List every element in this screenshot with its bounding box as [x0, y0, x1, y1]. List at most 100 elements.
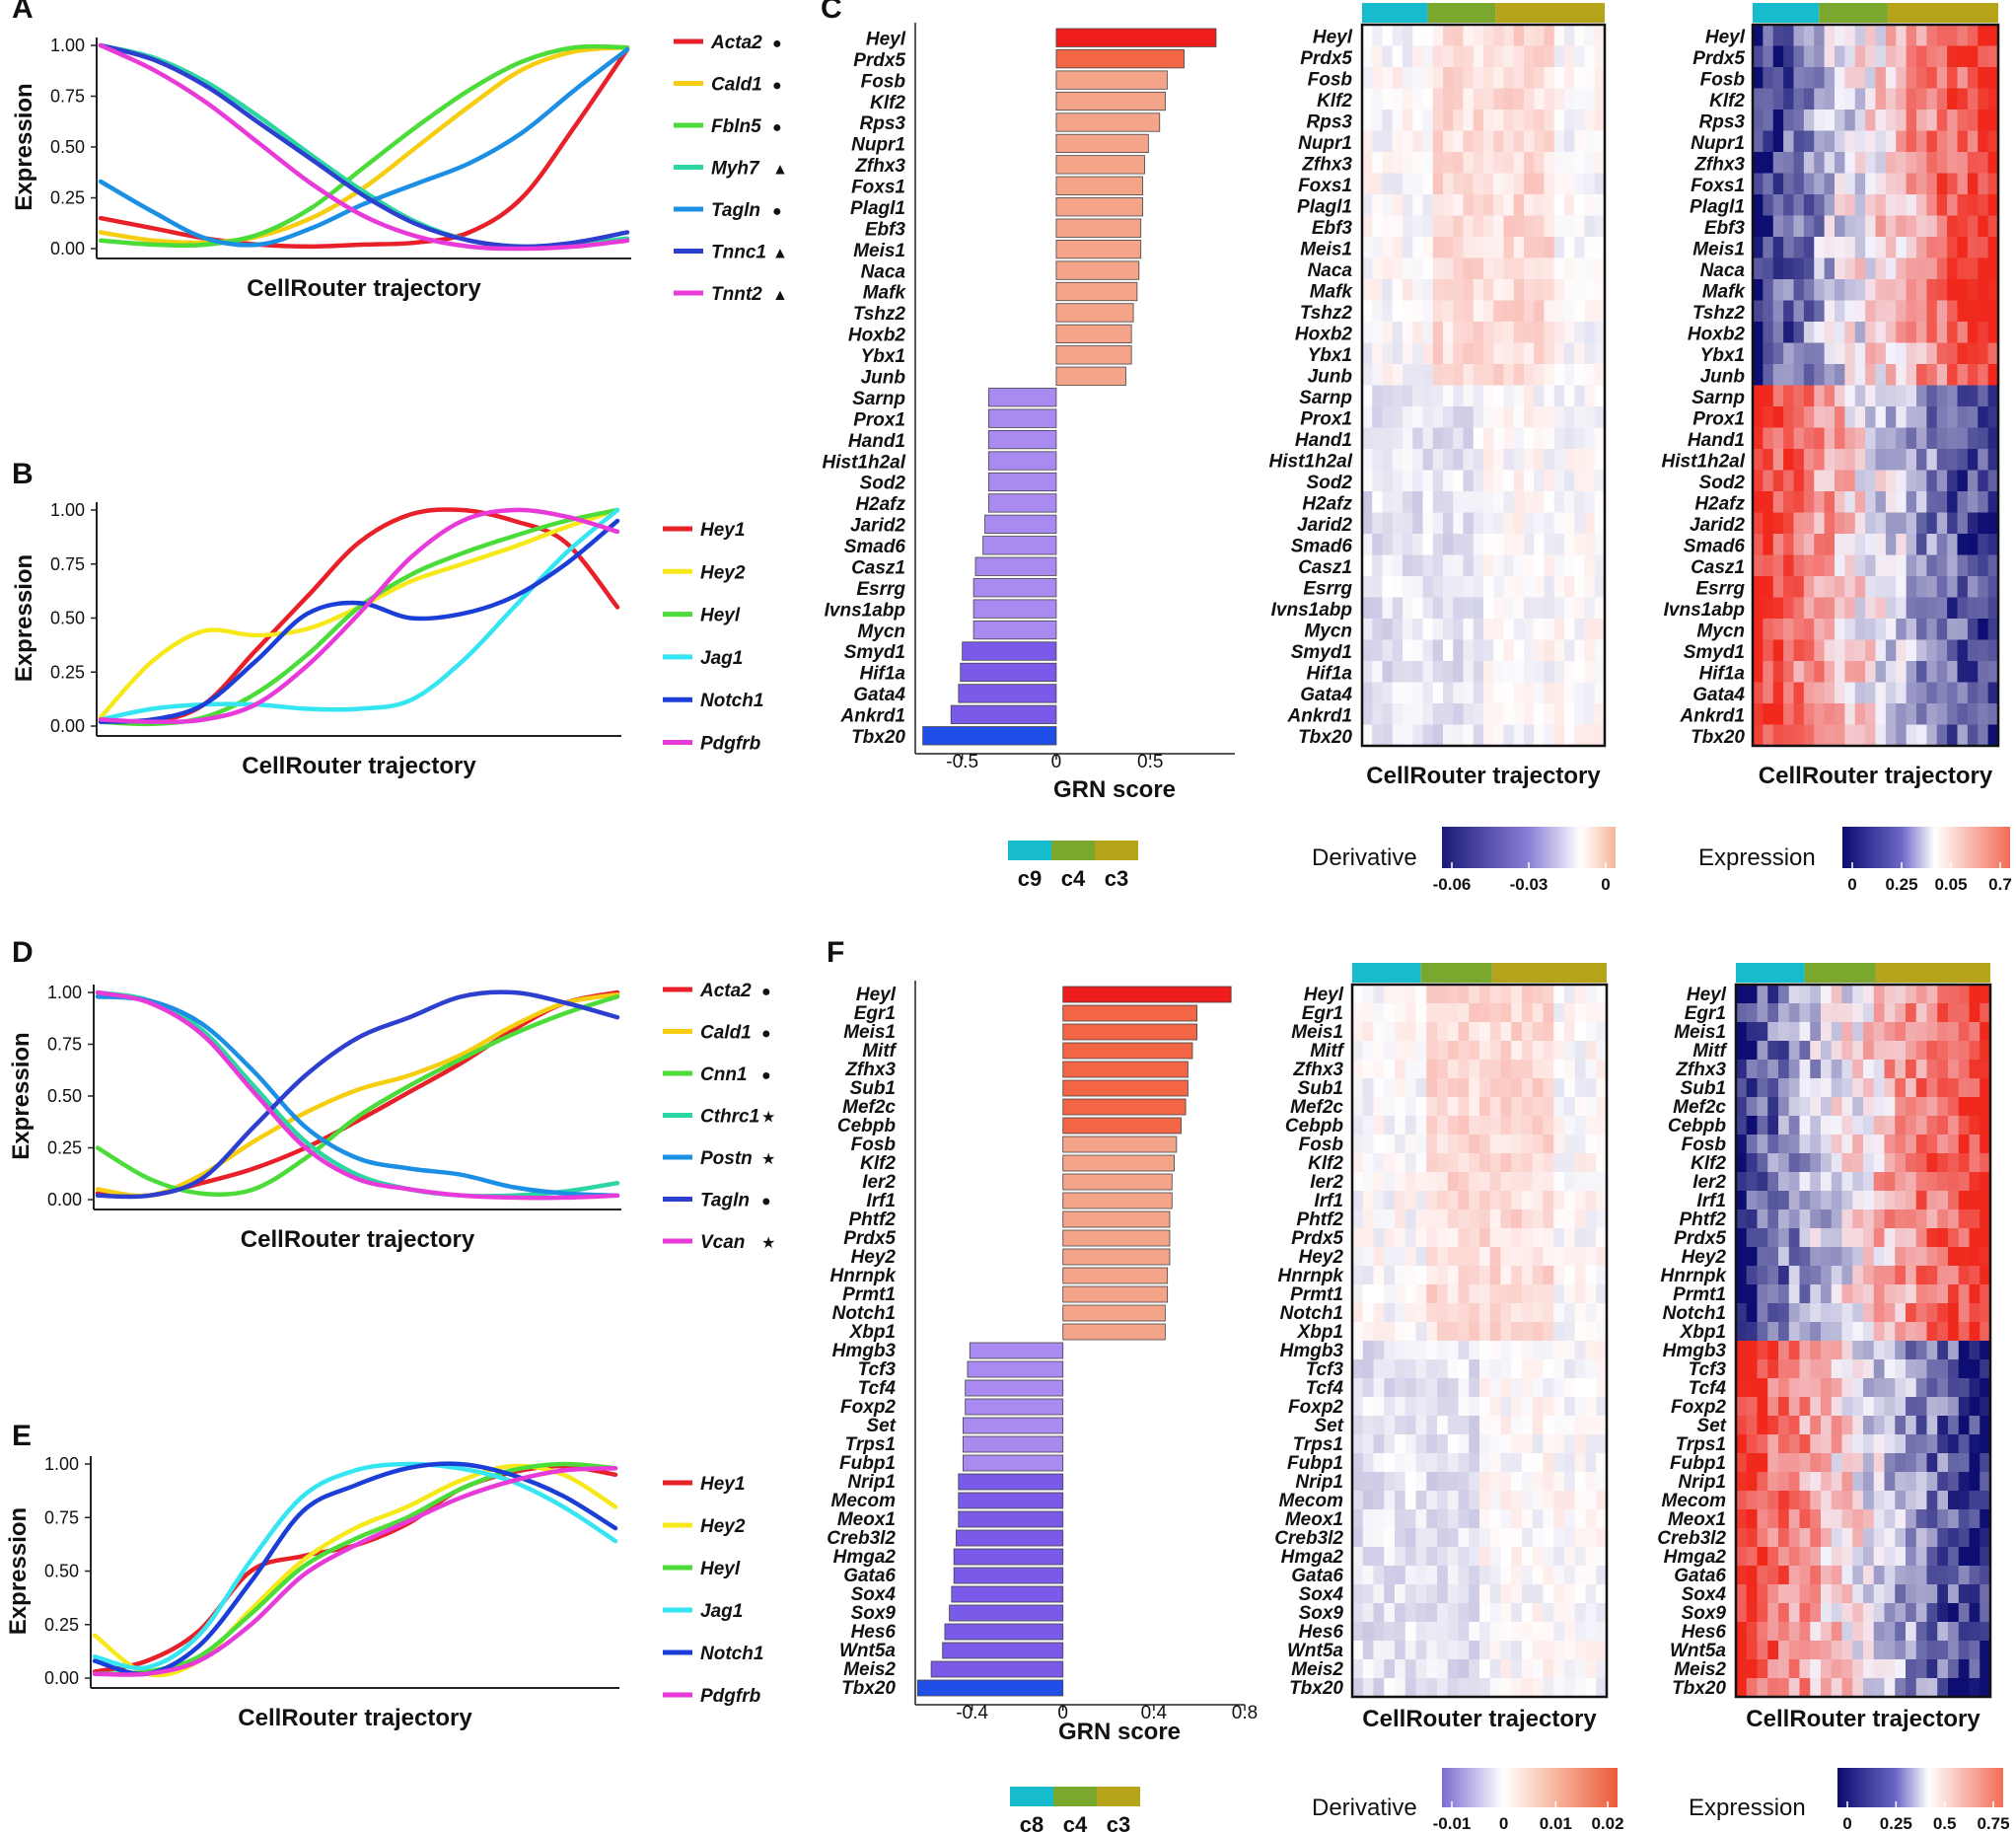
- heatmap-cell: [1844, 576, 1856, 599]
- heatmap-cell: [1926, 619, 1938, 641]
- heatmap-cell: [1854, 25, 1866, 47]
- heatmap-cell: [1757, 1453, 1768, 1473]
- heatmap-cell: [1584, 173, 1596, 195]
- heatmap-cell: [1746, 1191, 1759, 1210]
- heatmap-cell: [1896, 215, 1908, 238]
- heatmap-cell: [1757, 1003, 1768, 1023]
- heatmap-cell: [1778, 1453, 1790, 1473]
- category-label: Egr1: [854, 1003, 896, 1024]
- heatmap-cell: [1841, 1228, 1853, 1248]
- heatmap-cell: [1978, 427, 1989, 450]
- heatmap-cell: [1763, 130, 1774, 153]
- heatmap-cell: [1594, 724, 1606, 747]
- heatmap-cell: [1585, 985, 1597, 1004]
- heatmap-cell: [1412, 279, 1424, 302]
- heatmap-cell: [1948, 1603, 1960, 1623]
- heatmap-cell: [1854, 427, 1866, 450]
- heatmap-cell: [1479, 1491, 1491, 1510]
- heatmap-cell: [1810, 1322, 1822, 1342]
- heatmap-cell: [1522, 1191, 1534, 1210]
- heatmap-cell: [1534, 45, 1546, 68]
- heatmap-cell: [1469, 1284, 1480, 1304]
- heatmap-cell: [1926, 1378, 1938, 1398]
- heatmap-cell: [1753, 576, 1764, 599]
- heatmap-cell: [1483, 279, 1494, 302]
- heatmap-cell: [1841, 1303, 1853, 1323]
- heatmap-cell: [1473, 67, 1484, 90]
- heatmap-cell: [1511, 1341, 1523, 1360]
- heatmap-cell: [1362, 88, 1373, 110]
- heatmap-cell: [1443, 45, 1454, 68]
- heatmap-row-tbx20: [1352, 1678, 1608, 1698]
- heatmap-cell: [1948, 1547, 1960, 1567]
- legend-label: Cald1: [700, 1023, 752, 1044]
- heatmap-cell: [1574, 1060, 1587, 1079]
- bar-sod2: [987, 472, 1057, 492]
- row-label: Mef2c: [1673, 1097, 1726, 1118]
- heatmap-cell: [1757, 1041, 1768, 1061]
- category-label: Ankrd1: [840, 706, 905, 727]
- heatmap-cell: [1757, 1434, 1768, 1454]
- heatmap-cell: [1967, 724, 1979, 747]
- heatmap-cell: [1469, 1547, 1480, 1567]
- heatmap-row-zfhx3: [1736, 1060, 1991, 1079]
- heatmap-cell: [1937, 1022, 1949, 1042]
- heatmap-cell: [1594, 110, 1606, 132]
- heatmap-cell: [1564, 1247, 1576, 1267]
- row-label: Nrip1: [1678, 1472, 1726, 1493]
- heatmap-cell: [1841, 1078, 1853, 1098]
- heatmap-cell: [1863, 1266, 1875, 1285]
- heatmap-cell: [1753, 110, 1764, 132]
- heatmap-cell: [1821, 1247, 1833, 1267]
- heatmap-cell: [1532, 1378, 1545, 1398]
- heatmap-cell: [1447, 1322, 1460, 1342]
- heatmap-cell: [1885, 130, 1897, 153]
- bar-meis1: [1055, 240, 1142, 259]
- heatmap-cell: [1443, 130, 1454, 153]
- heatmap-cell: [1352, 1472, 1364, 1492]
- heatmap-cell: [1958, 1228, 1971, 1248]
- heatmap-cell: [1947, 342, 1959, 365]
- heatmap-cell: [1906, 1359, 1917, 1379]
- heatmap-row-hmga2: [1736, 1547, 1991, 1567]
- heatmap-cell: [1382, 194, 1394, 217]
- category-label: Tbx20: [841, 1678, 896, 1699]
- series-line-fbln5: [98, 43, 630, 249]
- row-label: Phtf2: [1680, 1209, 1727, 1230]
- heatmap-cell: [1799, 1003, 1811, 1023]
- heatmap-row-jarid2: [1362, 512, 1606, 535]
- heatmap-cell: [1821, 1266, 1833, 1285]
- heatmap-cell: [1585, 1078, 1597, 1098]
- heatmap-cell: [1865, 703, 1877, 726]
- heatmap-cell: [1783, 682, 1795, 704]
- heatmap-cell: [1895, 1547, 1907, 1567]
- heatmap-cell: [1534, 682, 1546, 704]
- bar-ebf3: [1055, 218, 1142, 238]
- series-line-hey2: [92, 1463, 618, 1678]
- heatmap-cell: [1978, 512, 1989, 535]
- heatmap-cell: [1522, 1547, 1534, 1567]
- heatmap-cell: [1384, 985, 1396, 1004]
- heatmap-cell: [1564, 342, 1575, 365]
- heatmap-cell: [1513, 152, 1525, 175]
- heatmap-cell: [1352, 1528, 1364, 1548]
- heatmap-cell: [1392, 45, 1404, 68]
- heatmap-cell: [1896, 173, 1908, 195]
- heatmap-cell: [1873, 1547, 1886, 1567]
- heatmap-cell: [1978, 406, 1989, 429]
- heatmap-row-nupr1: [1753, 130, 1999, 153]
- row-label: Smad6: [1684, 537, 1746, 557]
- heatmap-cell: [1783, 724, 1795, 747]
- heatmap-cell: [1489, 1135, 1502, 1154]
- heatmap-cell: [1564, 385, 1575, 407]
- heatmap-cell: [1884, 1247, 1896, 1267]
- heatmap-cell: [1736, 1397, 1748, 1417]
- heatmap-cell: [1426, 1359, 1438, 1379]
- heatmap-cell: [1831, 1359, 1843, 1379]
- heatmap-cell: [1896, 534, 1908, 556]
- heatmap-cell: [1969, 1528, 1980, 1548]
- heatmap-cell: [1392, 110, 1404, 132]
- heatmap-cell: [1594, 703, 1606, 726]
- heatmap-cell: [1757, 1397, 1768, 1417]
- heatmap-cell: [1522, 1322, 1534, 1342]
